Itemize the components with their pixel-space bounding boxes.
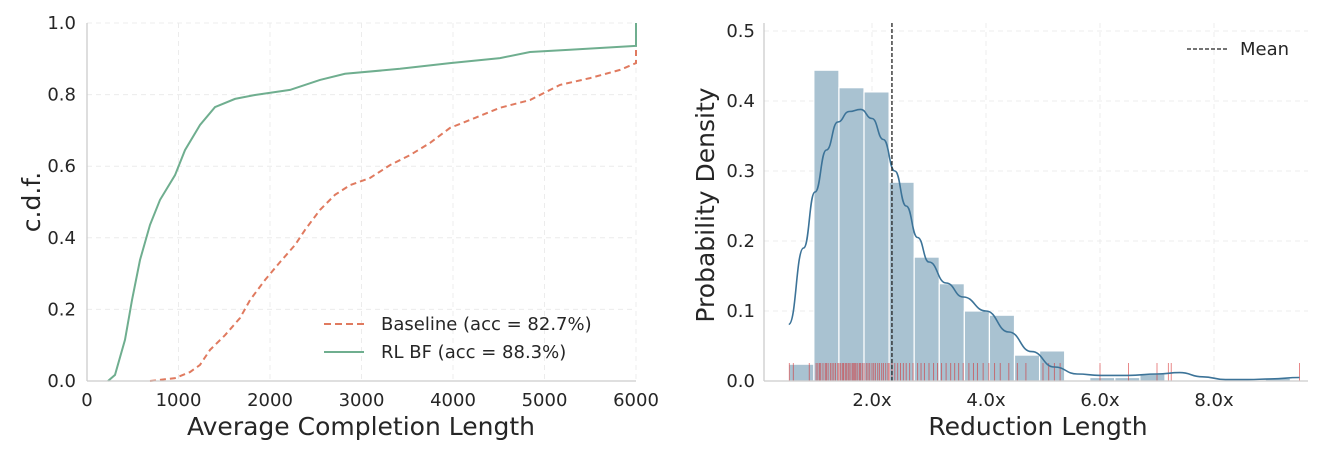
series-line-rl-bf [107, 23, 637, 382]
histogram-bar [938, 283, 965, 382]
y-tick-label: 0.0 [47, 371, 76, 392]
x-tick-labels: 0 1000 2000 3000 4000 5000 6000 [81, 390, 659, 411]
y-tick-label: 0.8 [47, 85, 76, 106]
histogram-bar [813, 69, 840, 382]
histogram-bars [788, 69, 1291, 382]
x-tick-label: 3000 [339, 390, 385, 411]
histogram-bar [838, 87, 865, 382]
x-tick-label: 4.0x [966, 390, 1006, 411]
rug-marks [788, 363, 1300, 381]
histogram-bar [863, 91, 890, 382]
y-tick-label: 0.4 [47, 228, 76, 249]
cdf-chart: 0 1000 2000 3000 4000 5000 6000 0.00.20.40.60.… [17, 13, 659, 441]
y-tick-label: 0.6 [47, 156, 76, 177]
y-tick-label: 0.5 [726, 21, 755, 42]
x-tick-label: 6000 [613, 390, 659, 411]
x-tick-label: 8.0x [1194, 390, 1234, 411]
histogram-bar [1013, 354, 1041, 382]
y-axis-label: Probability Density [691, 87, 720, 322]
y-tick-label: 0.1 [726, 301, 755, 322]
y-tick-labels: 0.0 0.2 0.4 0.6 0.8 1.0 [47, 13, 76, 392]
kde-curve [788, 108, 1300, 381]
y-tick-label: 0.3 [726, 161, 755, 182]
y-tick-labels: 0.0 0.1 0.2 0.3 0.4 0.5 [726, 21, 755, 392]
x-tick-label: 5000 [522, 390, 568, 411]
histogram-bar [913, 256, 940, 382]
y-axis-label: c.d.f. [17, 172, 46, 232]
x-tick-label: 6.0x [1080, 390, 1120, 411]
legend-label-baseline: Baseline (acc = 82.7%) [381, 314, 592, 335]
x-tick-label: 2.0x [852, 390, 892, 411]
legend: Baseline (acc = 82.7%) RL BF (acc = 88.3… [324, 314, 592, 363]
histogram-bar [963, 310, 991, 382]
x-axis-label: Average Completion Length [187, 412, 535, 441]
x-tick-label: 2000 [247, 390, 293, 411]
legend: Mean [1187, 39, 1289, 60]
y-tick-label: 0.2 [47, 299, 76, 320]
x-tick-label: 1000 [156, 390, 202, 411]
series-lines [107, 23, 637, 382]
y-tick-label: 0.0 [726, 371, 755, 392]
series-line-baseline [149, 49, 637, 382]
x-tick-label: 0 [81, 390, 92, 411]
x-axis-label: Reduction Length [928, 412, 1147, 441]
y-tick-label: 1.0 [47, 13, 76, 34]
y-tick-label: 0.4 [726, 91, 755, 112]
x-tick-label: 4000 [430, 390, 476, 411]
histogram-bar [788, 363, 815, 382]
x-tick-labels: 2.0x 4.0x 6.0x 8.0x [852, 390, 1234, 411]
y-tick-label: 0.2 [726, 231, 755, 252]
histogram-bar [988, 314, 1016, 382]
histogram-chart: 2.0x 4.0x 6.0x 8.0x 0.0 0.1 0.2 0.3 0.4 0.5 Redu… [691, 21, 1308, 441]
legend-label-mean: Mean [1240, 39, 1289, 60]
legend-label-rl-bf: RL BF (acc = 88.3%) [381, 342, 566, 363]
